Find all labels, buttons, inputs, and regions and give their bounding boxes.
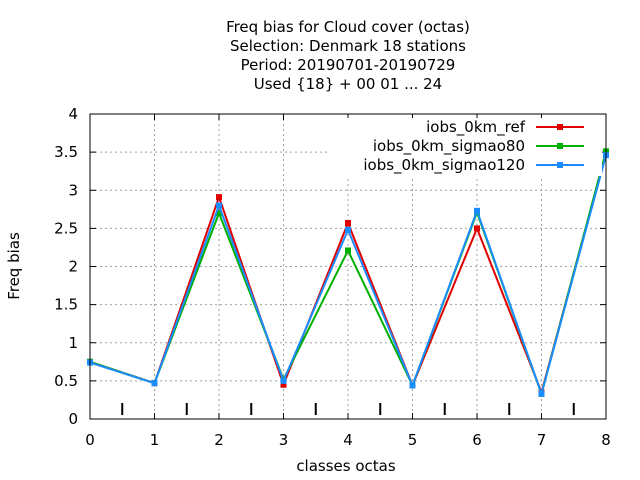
title-line: Selection: Denmark 18 stations — [230, 37, 466, 55]
x-tick-label: 5 — [408, 431, 418, 449]
data-point — [280, 377, 287, 384]
series-iobs_0km_ref — [87, 150, 609, 396]
data-point — [151, 380, 158, 387]
x-tick-label: 4 — [343, 431, 353, 449]
data-point — [474, 225, 480, 232]
legend-item: iobs_0km_sigmao80 — [373, 137, 584, 156]
legend: iobs_0km_refiobs_0km_sigmao80iobs_0km_si… — [330, 118, 602, 176]
data-point — [216, 210, 222, 217]
x-axis-label: classes octas — [296, 457, 396, 475]
x-tick-label: 0 — [85, 431, 95, 449]
data-point — [216, 194, 222, 201]
x-tick-label: 8 — [601, 431, 611, 449]
tick-labels: 0 0.5 1 1.5 2 2.5 3 3.5 4 0 1 2 3 4 5 6 7 8 — [54, 105, 611, 449]
y-tick-label: 0.5 — [54, 372, 78, 390]
data-point — [345, 247, 351, 254]
y-tick-label: 1 — [68, 334, 78, 352]
x-tick-label: 1 — [150, 431, 160, 449]
y-tick-label: 3.5 — [54, 143, 78, 161]
data-point — [538, 390, 545, 397]
data-point — [280, 381, 287, 388]
y-tick-label: 2.5 — [54, 219, 78, 237]
title-line: Period: 20190701-20190729 — [241, 56, 456, 74]
title-line: Freq bias for Cloud cover (octas) — [226, 18, 470, 36]
y-axis-label: Freq bias — [5, 232, 23, 300]
x-tick-label: 7 — [537, 431, 547, 449]
data-point — [216, 202, 222, 209]
data-point — [345, 226, 351, 233]
y-tick-label: 0 — [68, 410, 78, 428]
y-tick-label: 3 — [68, 181, 78, 199]
x-tick-label: 2 — [214, 431, 224, 449]
legend-swatch-marker — [557, 162, 563, 168]
y-tick-label: 2 — [68, 258, 78, 276]
plot-frame — [89, 113, 607, 420]
legend-swatch-marker — [557, 124, 563, 130]
title-line: Used {18} + 00 01 ... 24 — [254, 75, 442, 93]
legend-label: iobs_0km_sigmao80 — [373, 137, 525, 156]
x-tick-label: 3 — [279, 431, 289, 449]
minor-ticks — [121, 403, 575, 415]
chart-title: Freq bias for Cloud cover (octas) Select… — [226, 18, 470, 93]
y-tick-label: 1.5 — [54, 296, 78, 314]
data-point — [474, 207, 480, 214]
data-point — [409, 382, 416, 389]
legend-label: iobs_0km_ref — [426, 118, 526, 137]
legend-item: iobs_0km_sigmao120 — [363, 156, 584, 175]
data-point — [345, 220, 351, 227]
legend-item: iobs_0km_ref — [426, 118, 584, 137]
y-tick-label: 4 — [68, 105, 78, 123]
x-tick-label: 6 — [472, 431, 482, 449]
legend-label: iobs_0km_sigmao120 — [363, 156, 525, 175]
legend-swatch-marker — [557, 143, 563, 149]
